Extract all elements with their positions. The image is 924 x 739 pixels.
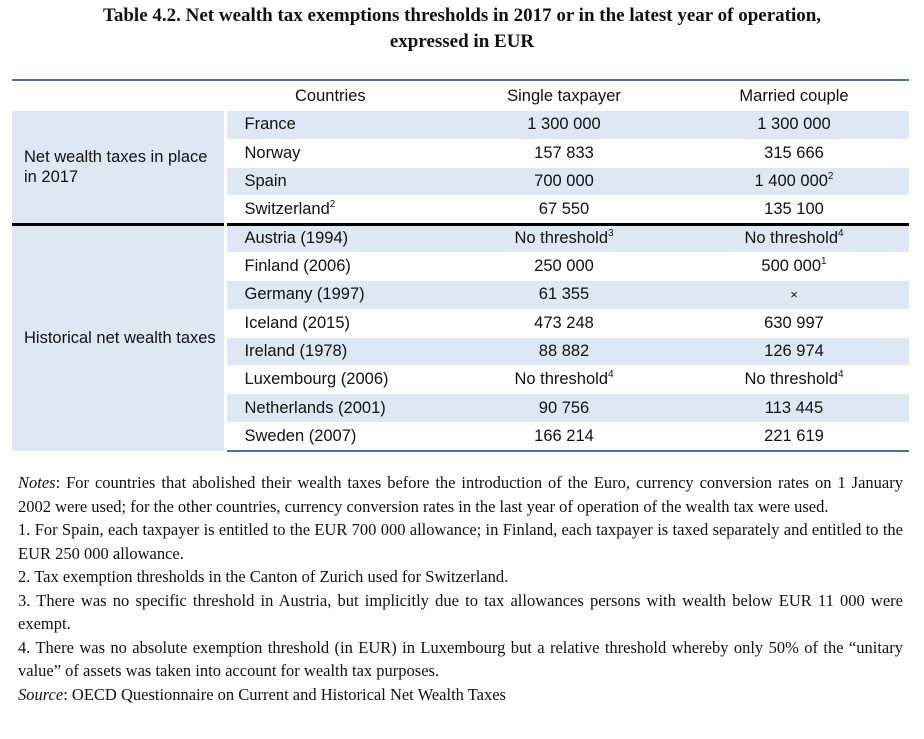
header-single: Single taxpayer	[449, 79, 679, 111]
table-row: Net wealth taxes in place in 2017 France…	[12, 111, 909, 225]
wealth-tax-table: Countries Single taxpayer Married couple…	[12, 79, 909, 452]
country-cell: France	[225, 111, 449, 140]
married-cell: 221 619	[679, 422, 909, 452]
table-row: Germany (1997) 61 355 ×	[12, 280, 909, 310]
note-1: 1. For Spain, each taxpayer is entitled …	[18, 520, 903, 563]
table-title: Table 4.2. Net wealth tax exemptions thr…	[0, 3, 924, 55]
country-cell: Netherlands (2001)	[225, 393, 449, 423]
country-cell: Sweden (2007)	[225, 422, 449, 452]
country-cell: Austria (1994)	[225, 222, 449, 253]
country-cell: Ireland (1978)	[225, 337, 449, 367]
single-cell: 90 756	[449, 393, 679, 423]
single-cell: 61 355	[449, 280, 679, 310]
married-cell: 500 0001	[679, 252, 909, 282]
table-row: Historical net wealth taxes Austria (199…	[12, 222, 909, 451]
table-row: Spain 700 000 1 400 0002	[12, 167, 909, 197]
table-row: Finland (2006) 250 000 500 0001	[12, 252, 909, 282]
country-cell: Finland (2006)	[225, 252, 449, 282]
single-cell: 88 882	[449, 337, 679, 367]
header-row: Countries Single taxpayer Married couple	[12, 79, 909, 111]
married-cell: 113 445	[679, 393, 909, 423]
single-cell: 157 833	[449, 139, 679, 169]
notes-section: Notes: For countries that abolished thei…	[18, 471, 903, 706]
group-historical-label: Historical net wealth taxes	[12, 222, 227, 451]
source-paragraph: Source: OECD Questionnaire on Current an…	[18, 683, 903, 707]
header-married: Married couple	[679, 79, 909, 111]
source-text: : OECD Questionnaire on Current and Hist…	[63, 684, 506, 704]
table-row: Iceland (2015) 473 248 630 997	[12, 309, 909, 338]
single-cell: No threshold3	[449, 222, 679, 253]
married-cell: No threshold4	[679, 365, 909, 395]
married-cell: 135 100	[679, 195, 909, 225]
married-cell: 315 666	[679, 139, 909, 169]
table-row: Netherlands (2001) 90 756 113 445	[12, 393, 909, 423]
single-cell: 250 000	[449, 252, 679, 282]
group-current-label: Net wealth taxes in place in 2017	[12, 111, 227, 225]
single-cell: 473 248	[449, 309, 679, 338]
notes-text: : For countries that abolished their wea…	[18, 473, 903, 516]
married-cell: 126 974	[679, 337, 909, 367]
married-cell: 1 300 000	[679, 111, 909, 140]
note-2: 2. Tax exemption thresholds in the Canto…	[18, 567, 509, 586]
title-line-2: expressed in EUR	[389, 31, 535, 52]
married-cell: No threshold4	[679, 222, 909, 253]
note-3: 3. There was no specific threshold in Au…	[18, 590, 903, 634]
source-label: Source	[18, 684, 64, 704]
notes-label: Notes	[18, 473, 56, 492]
married-cell: 630 997	[679, 309, 909, 338]
notes-paragraph: Notes: For countries that abolished thei…	[18, 471, 903, 518]
single-cell: 700 000	[449, 167, 679, 197]
single-cell: 67 550	[449, 195, 679, 225]
table-row: Switzerland2 67 550 135 100	[12, 195, 909, 225]
single-cell: No threshold4	[449, 365, 679, 395]
married-cell: ×	[679, 280, 909, 310]
country-cell: Luxembourg (2006)	[225, 365, 449, 395]
header-countries: Countries	[225, 79, 449, 111]
title-line-1: Table 4.2. Net wealth tax exemptions thr…	[102, 5, 822, 26]
note-4: 4. There was no absolute exemption thres…	[18, 637, 903, 681]
country-cell: Germany (1997)	[225, 280, 449, 310]
country-cell: Spain	[225, 167, 449, 197]
header-empty	[12, 79, 225, 111]
single-cell: 166 214	[449, 422, 679, 452]
country-cell: Switzerland2	[225, 195, 449, 225]
married-cell: 1 400 0002	[679, 167, 909, 197]
table-row: Sweden (2007) 166 214 221 619	[12, 422, 909, 452]
table-row: Ireland (1978) 88 882 126 974	[12, 337, 909, 367]
single-cell: 1 300 000	[449, 111, 679, 140]
table-row: Luxembourg (2006) No threshold4 No thres…	[12, 365, 909, 395]
table-row: Norway 157 833 315 666	[12, 139, 909, 169]
country-cell: Iceland (2015)	[225, 309, 449, 338]
country-cell: Norway	[225, 139, 449, 169]
